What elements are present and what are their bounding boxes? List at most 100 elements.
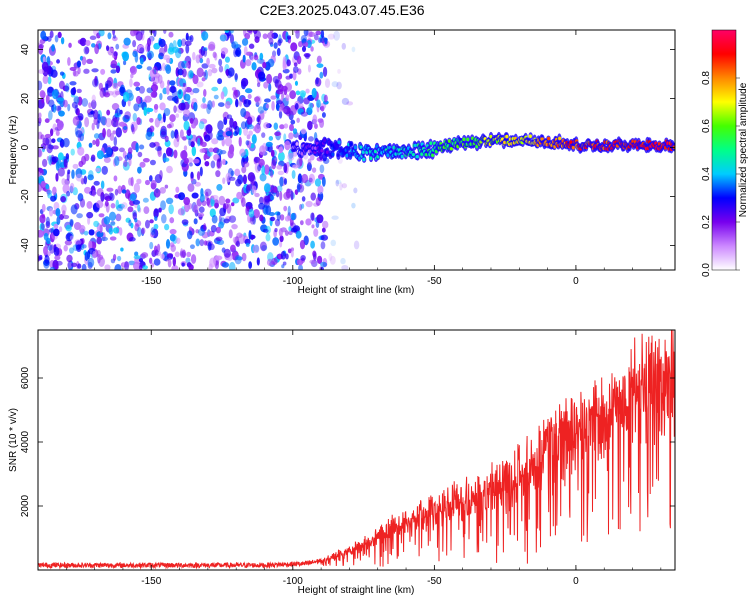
signal-mark xyxy=(313,146,318,150)
noise-mark xyxy=(310,212,315,221)
snr-x-ticks: -150 -100 -50 0 xyxy=(37,330,662,587)
noise-mark xyxy=(75,244,82,252)
noise-mark xyxy=(114,188,119,196)
noise-mark xyxy=(79,37,87,47)
noise-mark xyxy=(220,47,229,55)
noise-mark xyxy=(336,81,342,90)
noise-mark xyxy=(136,117,141,126)
noise-mark xyxy=(110,203,116,209)
snr-x-tick-label: -150 xyxy=(141,576,161,587)
noise-mark xyxy=(298,103,304,108)
noise-mark xyxy=(292,225,301,233)
noise-mark xyxy=(153,258,161,266)
noise-mark xyxy=(265,233,271,242)
noise-mark xyxy=(209,257,217,268)
noise-mark xyxy=(50,69,58,78)
noise-mark xyxy=(248,130,253,136)
noise-mark xyxy=(185,44,190,54)
noise-mark xyxy=(53,228,60,237)
noise-mark xyxy=(93,117,99,126)
noise-mark xyxy=(308,173,315,184)
noise-mark xyxy=(268,136,274,141)
noise-mark xyxy=(202,104,208,109)
colorbar-tick-label: 0.6 xyxy=(701,119,712,133)
noise-mark xyxy=(90,99,97,110)
noise-mark xyxy=(269,195,275,201)
noise-mark xyxy=(315,77,319,85)
noise-mark xyxy=(303,30,309,37)
noise-mark xyxy=(98,256,105,267)
noise-mark xyxy=(253,30,262,40)
noise-mark xyxy=(130,30,137,37)
noise-mark xyxy=(54,255,61,261)
noise-mark xyxy=(112,30,116,36)
noise-mark xyxy=(158,207,162,213)
noise-mark xyxy=(276,89,284,95)
noise-mark xyxy=(320,30,325,39)
noise-mark xyxy=(312,114,318,125)
noise-mark xyxy=(340,257,346,265)
noise-mark xyxy=(87,216,91,225)
noise-mark xyxy=(149,142,156,148)
noise-mark xyxy=(83,186,92,194)
noise-mark xyxy=(283,178,288,185)
noise-mark xyxy=(315,30,322,36)
snr-x-tick-label: -100 xyxy=(283,576,303,587)
noise-mark xyxy=(121,189,127,194)
noise-mark xyxy=(192,51,196,61)
colorbar-label: Normalized spectral amplitude xyxy=(738,82,749,217)
noise-mark xyxy=(310,240,315,249)
noise-mark xyxy=(199,239,205,247)
noise-mark xyxy=(68,42,72,48)
noise-mark xyxy=(248,208,255,218)
noise-mark xyxy=(142,157,150,163)
noise-mark xyxy=(199,118,208,125)
noise-mark xyxy=(245,59,252,67)
noise-mark xyxy=(100,236,108,242)
noise-mark xyxy=(111,103,120,111)
noise-mark xyxy=(39,222,45,232)
noise-mark xyxy=(223,218,230,224)
noise-mark xyxy=(294,102,299,110)
noise-mark xyxy=(96,236,103,245)
noise-mark xyxy=(175,186,180,193)
noise-mark xyxy=(164,43,168,53)
signal-mark xyxy=(505,134,509,139)
noise-mark xyxy=(38,112,42,119)
noise-mark xyxy=(242,161,250,168)
noise-mark xyxy=(122,114,130,123)
noise-mark xyxy=(63,158,68,168)
noise-mark xyxy=(169,85,177,93)
noise-mark xyxy=(208,63,216,69)
noise-mark xyxy=(236,191,243,200)
signal-mark xyxy=(361,150,365,154)
signal-mark xyxy=(323,138,327,143)
noise-mark xyxy=(112,82,119,90)
noise-mark xyxy=(238,234,246,245)
noise-mark xyxy=(286,35,292,40)
signal-mark xyxy=(558,136,562,141)
noise-mark xyxy=(133,261,141,270)
noise-mark xyxy=(281,92,285,100)
noise-mark xyxy=(218,221,224,229)
noise-mark xyxy=(299,90,307,98)
noise-mark xyxy=(247,172,256,182)
noise-mark xyxy=(232,197,240,204)
noise-mark xyxy=(278,110,283,119)
noise-mark xyxy=(202,96,206,104)
noise-mark xyxy=(149,117,154,123)
noise-mark xyxy=(100,68,106,75)
noise-mark xyxy=(45,183,50,190)
noise-mark xyxy=(139,161,146,168)
noise-mark xyxy=(316,214,324,224)
noise-mark xyxy=(159,170,163,180)
snr-panel: -150 -100 -50 0 2000 4000 6000 Height of stra… xyxy=(8,329,676,596)
noise-mark xyxy=(240,107,247,118)
noise-mark xyxy=(158,52,165,60)
noise-mark xyxy=(88,142,93,148)
noise-mark xyxy=(253,54,259,61)
noise-mark xyxy=(215,226,221,234)
noise-mark xyxy=(154,117,160,128)
noise-mark xyxy=(159,186,167,194)
noise-mark xyxy=(146,50,154,59)
